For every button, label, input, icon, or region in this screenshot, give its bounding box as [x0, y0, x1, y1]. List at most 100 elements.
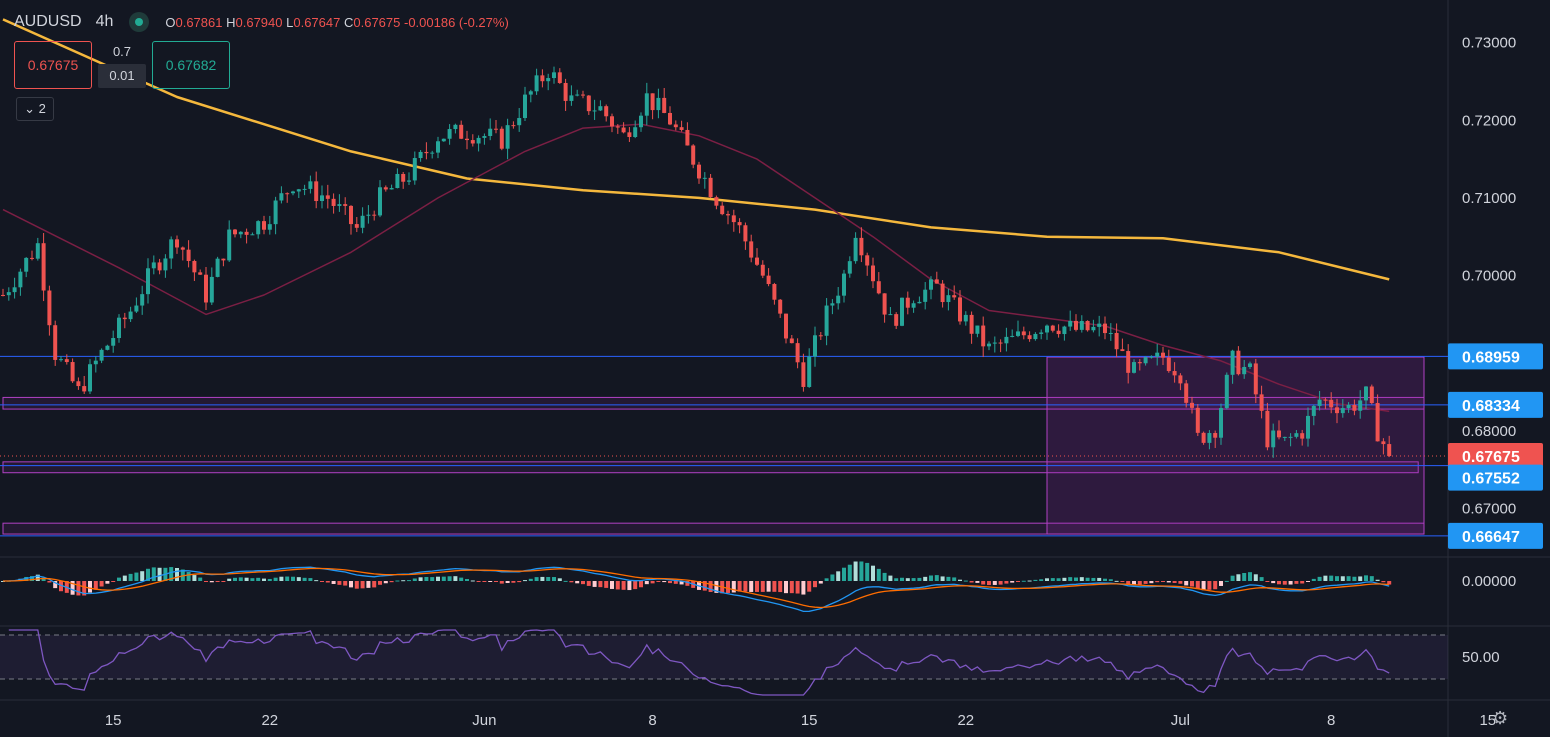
candle — [291, 190, 295, 196]
candle-body — [575, 94, 580, 96]
macd-histogram-bar — [807, 581, 812, 592]
candle-body — [766, 275, 771, 285]
candle — [53, 320, 58, 366]
candle-body — [1311, 405, 1316, 416]
candle-body — [1033, 333, 1038, 340]
lot-size[interactable]: 0.7 — [112, 44, 132, 59]
macd-histogram-bar — [975, 581, 980, 583]
candle-body — [1346, 404, 1351, 409]
candle-body — [708, 177, 713, 198]
candle — [528, 89, 533, 103]
candle — [905, 291, 910, 315]
candle-body — [146, 268, 150, 295]
macd-histogram-bar — [865, 562, 870, 581]
candle-body — [262, 221, 266, 230]
candle-body — [552, 72, 556, 79]
candle — [673, 120, 678, 131]
candle — [586, 95, 591, 115]
macd-histogram-bar — [1021, 580, 1026, 582]
symbol-name[interactable]: AUDUSD — [14, 13, 82, 30]
candle-body — [1, 294, 5, 296]
candle — [1103, 316, 1107, 340]
candle — [1126, 344, 1131, 384]
candle — [795, 338, 800, 369]
macd-histogram-bar — [1224, 580, 1229, 582]
candle — [105, 344, 110, 351]
candle — [598, 100, 603, 112]
sell-button[interactable]: 0.67675 — [14, 41, 92, 89]
macd-histogram-bar — [1079, 577, 1084, 581]
candle-body — [41, 243, 46, 291]
macd-histogram-bar — [1265, 581, 1270, 582]
macd-histogram-bar — [146, 568, 150, 581]
macd-histogram-bar — [488, 581, 493, 582]
buy-button[interactable]: 0.67682 — [152, 41, 230, 89]
candle — [389, 184, 394, 190]
candle — [836, 287, 841, 310]
candle-body — [30, 257, 34, 259]
candle — [644, 82, 649, 126]
candle-body — [1195, 407, 1200, 433]
candle — [1329, 392, 1334, 414]
macd-histogram-bar — [540, 576, 545, 581]
candle-body — [876, 281, 881, 294]
candle — [662, 87, 667, 114]
candle-body — [1155, 352, 1160, 357]
candle-body — [581, 94, 585, 96]
macd-histogram-bar — [847, 564, 852, 581]
macd-histogram-bar — [378, 581, 382, 585]
candle-body — [998, 342, 1003, 344]
candle — [1259, 385, 1264, 419]
macd-histogram-bar — [418, 577, 423, 581]
candle — [627, 127, 632, 142]
candle — [946, 288, 951, 311]
candle-body — [12, 287, 17, 293]
macd-histogram-bar — [331, 581, 336, 584]
candle-body — [47, 290, 52, 326]
candle-body — [685, 129, 690, 146]
candle — [569, 85, 574, 106]
macd-histogram-bar — [952, 577, 957, 581]
timeframe[interactable]: 4h — [95, 13, 114, 30]
candle-body — [180, 247, 185, 250]
candle-body — [343, 204, 348, 206]
candle — [668, 106, 672, 126]
candle-body — [186, 249, 191, 261]
candle — [639, 112, 643, 132]
candle — [557, 68, 562, 84]
candle — [1311, 404, 1316, 426]
collapse-indicators-button[interactable]: ⌄ 2 — [16, 97, 54, 121]
candle — [511, 121, 516, 129]
candle — [447, 124, 452, 145]
macd-histogram-bar — [1259, 577, 1264, 581]
candle — [476, 135, 481, 152]
candle-body — [1068, 320, 1073, 327]
macd-histogram-bar — [946, 576, 951, 581]
time-tick-label: 15 — [1479, 712, 1496, 729]
candle — [314, 171, 319, 209]
candle-body — [175, 239, 179, 248]
candle-body — [424, 151, 429, 154]
gear-icon[interactable]: ⚙ — [1492, 708, 1509, 728]
candle-body — [528, 91, 533, 95]
candle-body — [1213, 433, 1218, 438]
candle-body — [1137, 362, 1142, 364]
macd-histogram-bar — [1166, 581, 1171, 583]
candle-body — [64, 359, 69, 363]
candle — [273, 196, 278, 235]
candle-body — [610, 116, 614, 127]
candle-body — [1224, 374, 1229, 409]
macd-histogram-bar — [70, 581, 75, 595]
macd-histogram-bar — [1248, 572, 1252, 581]
macd-histogram-bar — [296, 577, 301, 581]
candle — [784, 313, 788, 344]
macd-histogram-bar — [650, 581, 655, 584]
macd-histogram-bar — [1253, 574, 1258, 581]
candle-body — [134, 305, 139, 312]
candle — [934, 271, 939, 284]
macd-histogram-bar — [1161, 581, 1165, 582]
candle — [755, 248, 759, 266]
candle — [1004, 327, 1009, 352]
candle-body — [673, 124, 678, 128]
